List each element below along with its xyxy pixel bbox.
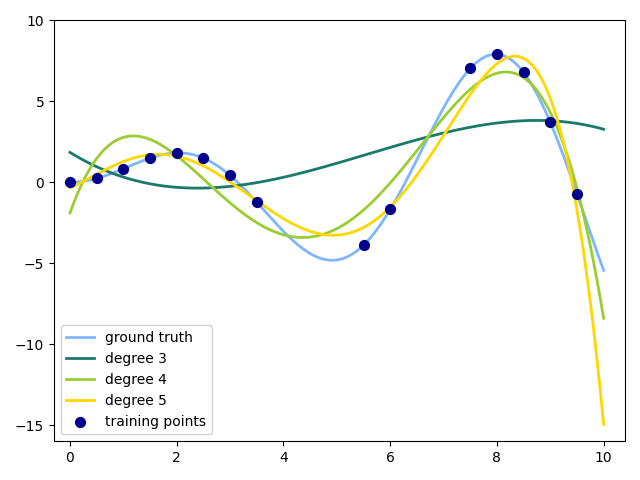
degree 5 <box>504 55 511 60</box>
degree 4 <box>384 183 392 189</box>
training points <box>252 198 262 206</box>
degree 3 <box>193 185 201 191</box>
degree 5 <box>511 53 519 59</box>
degree 4 <box>600 315 607 321</box>
degree 4 <box>319 231 327 237</box>
degree 3 <box>356 154 364 159</box>
degree 5 <box>319 232 327 238</box>
degree 4 <box>588 251 596 256</box>
degree 5 <box>355 227 363 233</box>
training points <box>572 190 582 198</box>
degree 4 <box>66 210 74 216</box>
degree 5 <box>323 232 330 238</box>
ground truth <box>600 267 607 273</box>
degree 3 <box>321 164 328 169</box>
training points <box>545 119 556 126</box>
Line: ground truth: ground truth <box>70 54 604 270</box>
ground truth <box>319 256 327 262</box>
ground truth <box>355 247 363 252</box>
ground truth <box>384 211 392 216</box>
Line: degree 5: degree 5 <box>70 56 604 424</box>
degree 5 <box>588 312 596 318</box>
training points <box>198 154 209 162</box>
ground truth <box>492 51 499 57</box>
training points <box>172 149 182 157</box>
ground truth <box>504 55 512 61</box>
degree 5 <box>384 207 392 213</box>
Line: degree 4: degree 4 <box>70 72 604 318</box>
training points <box>465 65 476 72</box>
training points <box>92 175 102 182</box>
training points <box>518 69 529 76</box>
training points <box>358 241 369 249</box>
ground truth <box>323 257 330 263</box>
degree 4 <box>323 230 330 236</box>
training points <box>145 154 155 162</box>
training points <box>225 172 236 180</box>
degree 5 <box>66 185 74 191</box>
degree 3 <box>385 145 392 151</box>
Line: degree 3: degree 3 <box>70 120 604 188</box>
degree 4 <box>504 69 512 75</box>
training points <box>385 205 396 213</box>
ground truth <box>66 180 74 185</box>
training points <box>118 165 129 172</box>
degree 3 <box>600 126 607 132</box>
training points <box>492 50 502 58</box>
Legend: ground truth, degree 3, degree 4, degree 5, training points: ground truth, degree 3, degree 4, degree… <box>61 325 212 434</box>
degree 3 <box>534 118 541 123</box>
degree 3 <box>66 150 74 156</box>
degree 4 <box>502 69 510 75</box>
degree 3 <box>324 163 332 169</box>
ground truth <box>588 234 596 240</box>
degree 5 <box>600 421 607 427</box>
training points <box>65 179 75 186</box>
degree 3 <box>589 124 596 130</box>
degree 3 <box>504 119 512 125</box>
degree 4 <box>355 211 363 217</box>
